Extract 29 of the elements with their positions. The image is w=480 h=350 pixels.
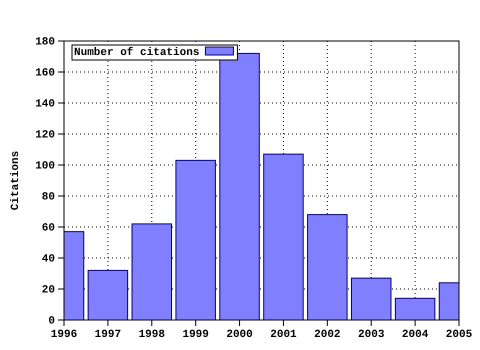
legend-label: Number of citations [74,46,200,59]
bar [132,223,172,320]
x-tick-label: 2000 [226,328,253,341]
y-tick-label: 180 [35,36,55,49]
x-tick-label: 2001 [270,328,298,341]
x-tick-label: 2002 [314,328,341,341]
y-axis-title: Citations [10,150,22,210]
y-tick-label: 20 [42,284,55,297]
x-tick-label: 2005 [446,328,473,341]
bar [350,278,392,320]
y-tick-label: 60 [42,222,55,235]
x-tick-label: 1997 [94,328,122,341]
y-tick-label: 0 [48,316,55,328]
y-tick-label: 40 [42,254,55,266]
bar [263,154,304,320]
x-tick-label: 1998 [138,328,166,341]
y-tick-label: 120 [35,130,55,142]
bar [88,270,128,320]
x-tick-label: 2004 [402,328,429,341]
bar [307,214,348,320]
x-tick-label: 1999 [182,328,209,341]
y-tick-label: 100 [35,160,55,173]
x-tick-label: 2003 [358,328,385,341]
bar [175,160,216,320]
x-tick-label: 1996 [50,328,78,341]
y-tick-label: 80 [42,192,55,204]
y-tick-label: 140 [35,98,55,111]
y-tick-label: 160 [35,68,55,80]
bar [394,298,436,320]
